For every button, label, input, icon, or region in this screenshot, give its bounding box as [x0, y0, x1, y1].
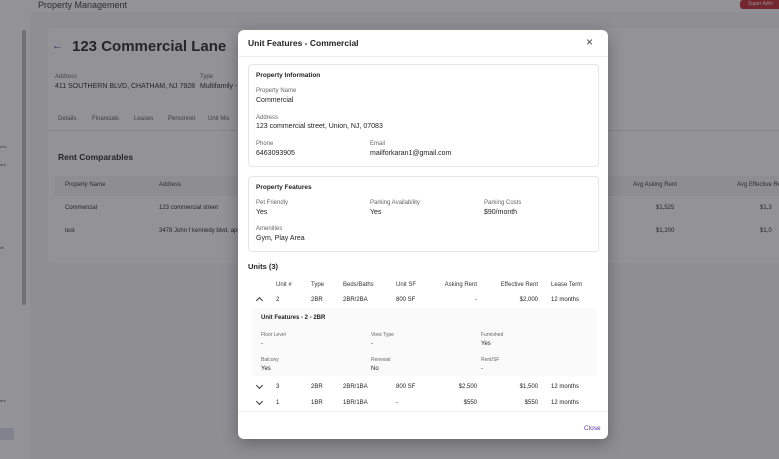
- card-heading: Property Features: [256, 184, 312, 191]
- units-header: Beds/Baths: [343, 282, 374, 288]
- field-label: View Type: [371, 332, 394, 338]
- expanded-panel: [252, 308, 597, 376]
- field-label: Property Name: [256, 88, 297, 94]
- expand-chevron[interactable]: [255, 296, 264, 305]
- field-label: Floor Level: [261, 332, 286, 338]
- units-cell: -: [396, 400, 398, 406]
- units-cell: 800 SF: [396, 384, 416, 390]
- units-cell: 1BR/1BA: [343, 400, 368, 406]
- divider: [238, 411, 608, 412]
- field-label: Pet Friendly: [256, 200, 289, 206]
- close-button[interactable]: Close: [584, 425, 601, 432]
- expand-chevron[interactable]: [255, 381, 264, 390]
- units-cell: $550: [463, 400, 477, 406]
- units-cell: 1BR: [311, 400, 323, 406]
- field-label: Balcony: [261, 357, 279, 363]
- units-header: Type: [311, 282, 325, 288]
- field-value: Yes: [261, 366, 271, 372]
- field-label: Email: [370, 141, 386, 147]
- property-information-card: Property Information Property Name Comme…: [248, 64, 599, 167]
- units-cell: 800 SF: [396, 297, 416, 303]
- card-heading: Property Information: [256, 72, 321, 79]
- field-value: Commercial: [256, 97, 294, 104]
- units-cell: 12 months: [551, 297, 580, 303]
- units-header: Lease Term: [551, 282, 583, 288]
- field-value: Gym, Play Area: [256, 235, 305, 242]
- field-value: 6463093905: [256, 150, 295, 157]
- units-cell: 12 months: [551, 384, 580, 390]
- field-label: Phone: [256, 141, 274, 147]
- divider: [238, 56, 608, 57]
- field-label: Furnished: [481, 332, 504, 338]
- field-label: Amenities: [256, 226, 283, 232]
- units-cell: 1: [276, 400, 280, 406]
- units-header: Asking Rent: [444, 282, 477, 288]
- expanded-title: Unit Features - 2 - 2BR: [261, 315, 326, 321]
- field-value: -: [371, 341, 373, 347]
- field-label: Address: [256, 115, 279, 121]
- property-features-card: Property Features Pet Friendly Yes Parki…: [248, 176, 599, 252]
- field-value: -: [261, 341, 263, 347]
- units-header: Unit #: [276, 282, 292, 288]
- field-label: Parking Costs: [484, 200, 522, 206]
- units-cell: 2BR/2BA: [343, 297, 368, 303]
- field-label: Renewal: [371, 357, 391, 363]
- field-value: $90/month: [484, 209, 518, 216]
- field-label: Parking Availability: [370, 200, 420, 206]
- modal: Unit Features - Commercial × Property In…: [238, 30, 608, 439]
- units-cell: 2BR/1BA: [343, 384, 368, 390]
- units-cell: $550: [524, 400, 538, 406]
- units-header: Unit SF: [396, 282, 417, 288]
- units-cell: -: [475, 297, 477, 303]
- units-cell: 2BR: [311, 297, 323, 303]
- units-cell: $1,500: [519, 384, 538, 390]
- field-label: Rent/SF: [481, 357, 500, 363]
- units-cell: $2,500: [458, 384, 477, 390]
- units-cell: 12 months: [551, 400, 580, 406]
- units-heading: Units (3): [248, 262, 278, 271]
- units-cell: 2BR: [311, 384, 323, 390]
- field-value: 123 commercial street, Union, NJ, 07083: [256, 123, 383, 130]
- units-cell: 2: [276, 297, 280, 303]
- close-icon[interactable]: ×: [586, 35, 594, 49]
- field-value: -: [481, 366, 483, 372]
- field-value: Yes: [481, 341, 491, 347]
- expand-chevron[interactable]: [255, 397, 264, 406]
- field-value: Yes: [370, 209, 382, 216]
- units-cell: $2,000: [519, 297, 538, 303]
- units-header: Effective Rent: [500, 282, 538, 288]
- field-value: No: [371, 366, 379, 372]
- field-value: mailforkaran1@gmail.com: [370, 150, 452, 157]
- modal-title: Unit Features - Commercial: [248, 38, 359, 48]
- units-cell: 3: [276, 384, 280, 390]
- field-value: Yes: [256, 209, 268, 216]
